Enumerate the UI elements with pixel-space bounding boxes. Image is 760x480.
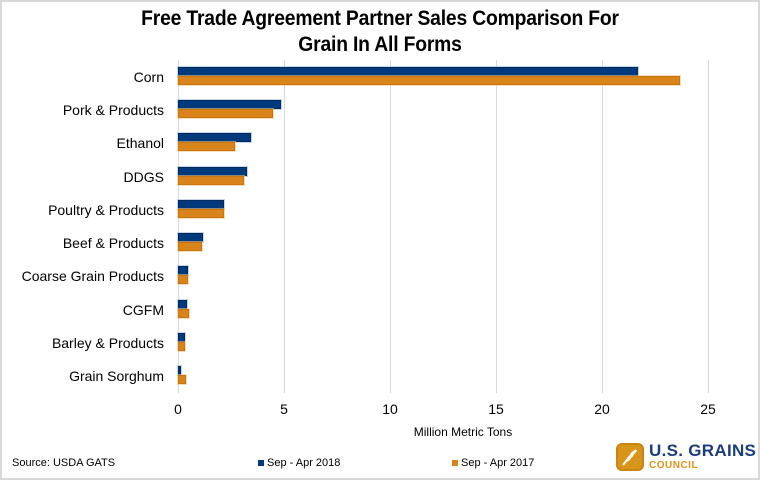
bar bbox=[178, 266, 188, 276]
x-axis-label: Million Metric Tons bbox=[413, 425, 513, 439]
gridline bbox=[495, 60, 497, 393]
legend-swatch-2017 bbox=[452, 460, 458, 466]
x-tick-label: 0 bbox=[174, 401, 182, 417]
category-label: Coarse Grain Products bbox=[21, 268, 164, 285]
bar bbox=[178, 175, 244, 185]
chart-title: Free Trade Agreement Partner Sales Compa… bbox=[122, 6, 637, 58]
x-tick-label: 15 bbox=[488, 401, 504, 417]
bar bbox=[178, 142, 236, 152]
x-tick-label: 5 bbox=[280, 401, 288, 417]
bar bbox=[178, 75, 681, 85]
category-label: Pork & Products bbox=[62, 101, 164, 118]
bar bbox=[178, 108, 274, 118]
category-label: Poultry & Products bbox=[48, 201, 164, 218]
logo-main-text: U.S. GRAINS bbox=[649, 441, 757, 460]
category-label: Grain Sorghum bbox=[69, 368, 164, 385]
gridline bbox=[389, 60, 391, 393]
bar bbox=[178, 275, 188, 285]
legend-label-2017: Sep - Apr 2017 bbox=[461, 457, 535, 469]
bar bbox=[178, 308, 190, 318]
category-label: DDGS bbox=[123, 168, 164, 185]
bar bbox=[178, 66, 639, 76]
x-tick-label: 20 bbox=[594, 401, 610, 417]
x-tick-label: 25 bbox=[700, 401, 716, 417]
bar bbox=[178, 333, 186, 343]
category-label: Corn bbox=[133, 68, 164, 85]
legend-item-2017: Sep - Apr 2017 bbox=[452, 457, 534, 469]
category-label: Barley & Products bbox=[51, 335, 164, 352]
bar bbox=[178, 199, 224, 209]
bar bbox=[178, 99, 282, 109]
gridline bbox=[707, 60, 709, 393]
bar bbox=[178, 133, 251, 143]
category-label: CGFM bbox=[122, 301, 164, 318]
bar bbox=[178, 166, 247, 176]
legend-swatch-2018 bbox=[258, 460, 264, 466]
x-tick-label: 10 bbox=[382, 401, 398, 417]
logo-sub-text: COUNCIL bbox=[649, 460, 699, 471]
grain-leaf-icon bbox=[616, 442, 644, 471]
gridline bbox=[283, 60, 285, 393]
category-label: Ethanol bbox=[116, 135, 164, 152]
legend-item-2018: Sep - Apr 2018 bbox=[258, 457, 340, 469]
bar bbox=[178, 366, 181, 376]
gridline bbox=[177, 60, 179, 393]
bar bbox=[178, 375, 187, 385]
bar bbox=[178, 242, 203, 252]
chart-title-line-2: Grain In All Forms bbox=[298, 33, 462, 56]
chart-title-line-1: Free Trade Agreement Partner Sales Compa… bbox=[141, 7, 619, 30]
gridline bbox=[601, 60, 603, 393]
category-label: Beef & Products bbox=[62, 235, 164, 252]
bar bbox=[178, 299, 188, 309]
usgc-logo: U.S. GRAINS COUNCIL bbox=[616, 442, 756, 471]
bar bbox=[178, 342, 185, 352]
legend-label-2018: Sep - Apr 2018 bbox=[267, 457, 341, 469]
source-note: Source: USDA GATS bbox=[12, 457, 116, 469]
bar bbox=[178, 208, 224, 218]
bar bbox=[178, 233, 204, 243]
